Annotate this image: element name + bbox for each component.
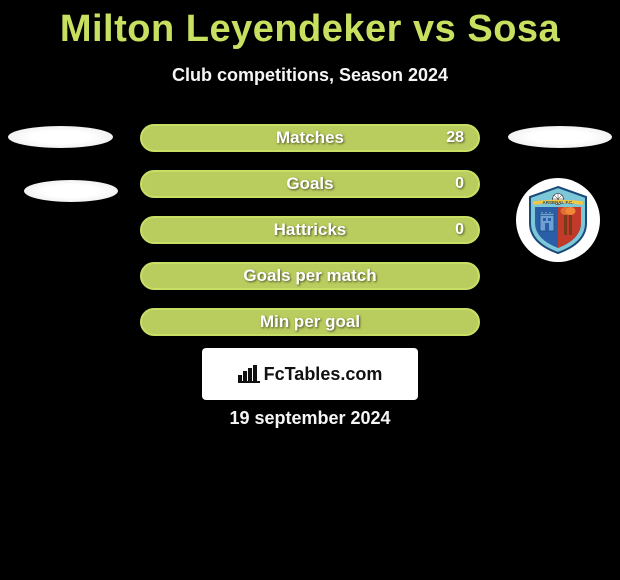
attribution-label: FcTables.com (264, 364, 383, 385)
date-line: 19 september 2024 (0, 408, 620, 429)
page-title: Milton Leyendeker vs Sosa (0, 0, 620, 51)
svg-text:ARSENAL F.C.: ARSENAL F.C. (543, 200, 574, 205)
arsenal-sarandi-crest-icon: ARSENAL F.C. (523, 185, 593, 255)
bar-label: Goals (286, 174, 333, 194)
bar-label: Min per goal (260, 312, 360, 332)
left-decoration-2 (24, 180, 118, 202)
attribution-text: FcTables.com (238, 364, 383, 385)
bar-label: Matches (276, 128, 344, 148)
bar-label: Goals per match (243, 266, 376, 286)
bar-goals: Goals 0 (140, 170, 480, 198)
infographic-root: Milton Leyendeker vs Sosa Club competiti… (0, 0, 620, 580)
bar-label: Hattricks (274, 220, 347, 240)
bar-value: 0 (455, 221, 464, 239)
bar-matches: Matches 28 (140, 124, 480, 152)
bar-value: 0 (455, 175, 464, 193)
bar-goals-per-match: Goals per match (140, 262, 480, 290)
bar-value: 28 (446, 129, 464, 147)
bar-min-per-goal: Min per goal (140, 308, 480, 336)
left-decoration-1 (8, 126, 113, 148)
stat-bars: Matches 28 Goals 0 Hattricks 0 Goals per… (140, 124, 480, 354)
page-subtitle: Club competitions, Season 2024 (0, 65, 620, 86)
right-decoration-1 (508, 126, 612, 148)
bar-chart-icon (238, 365, 260, 383)
bar-hattricks: Hattricks 0 (140, 216, 480, 244)
attribution-box: FcTables.com (202, 348, 418, 400)
club-badge: ARSENAL F.C. (516, 178, 600, 262)
